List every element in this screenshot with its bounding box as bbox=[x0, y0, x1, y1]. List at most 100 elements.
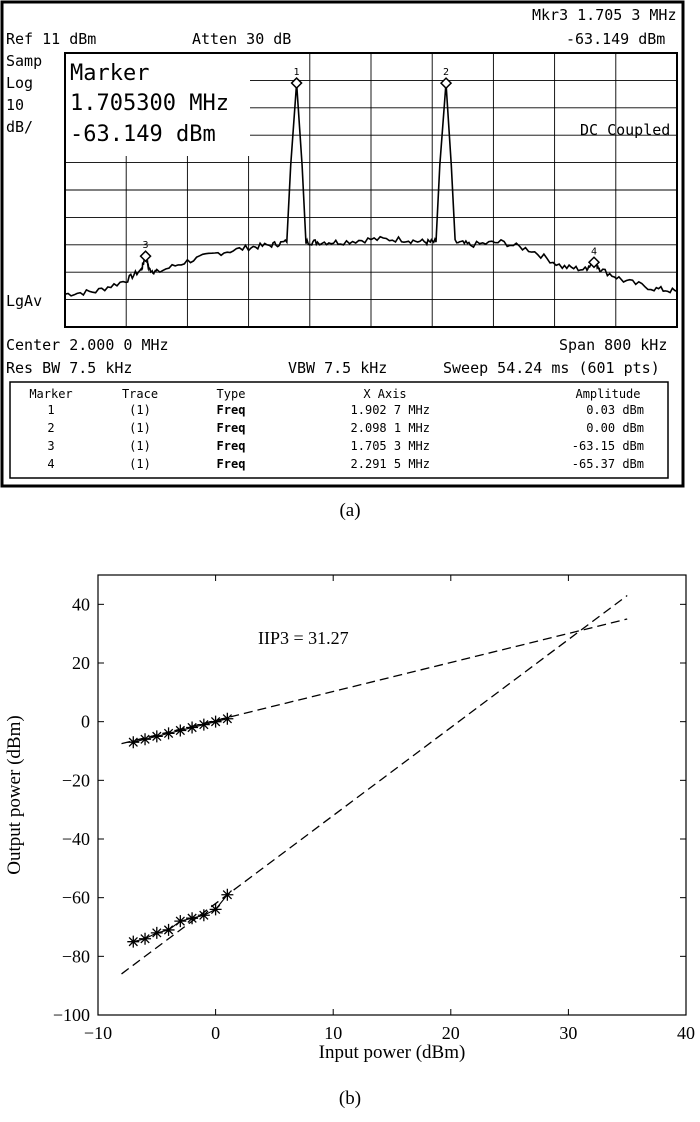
data-point-star bbox=[139, 932, 152, 945]
marker-box-title: Marker bbox=[70, 61, 149, 86]
data-point-star bbox=[127, 736, 140, 749]
iip3-annotation: IIP3 = 31.27 bbox=[258, 628, 349, 648]
x-tick-label: 0 bbox=[211, 1023, 220, 1043]
span: Span 800 kHz bbox=[559, 336, 667, 354]
marker-diamond-1 bbox=[290, 76, 303, 90]
y-tick-label: −40 bbox=[62, 829, 90, 849]
graticule-border bbox=[64, 52, 678, 328]
center-frequency: Center 2.000 0 MHz bbox=[6, 336, 169, 354]
table-cell: 2 bbox=[47, 421, 54, 435]
data-point-star bbox=[127, 935, 140, 948]
table-cell: (1) bbox=[129, 403, 151, 417]
table-header: Marker bbox=[29, 387, 72, 401]
y-tick-label: 20 bbox=[72, 653, 90, 673]
y-tick-label: −60 bbox=[62, 888, 90, 908]
marker-info-box bbox=[66, 54, 250, 156]
table-cell: 0.00 dBm bbox=[586, 421, 644, 435]
table-cell: Freq bbox=[217, 403, 246, 417]
marker-diamond-4 bbox=[587, 256, 601, 269]
iip3-series bbox=[121, 595, 628, 975]
marker-number-2: 2 bbox=[443, 67, 449, 78]
data-point-star bbox=[186, 721, 199, 734]
table-cell: (1) bbox=[129, 421, 151, 435]
table-header: Trace bbox=[122, 387, 158, 401]
x-tick-label: 30 bbox=[559, 1023, 577, 1043]
table-cell: (1) bbox=[129, 439, 151, 453]
table-header: Amplitude bbox=[575, 387, 640, 401]
table-cell: (1) bbox=[129, 457, 151, 471]
scale-type-label: Log bbox=[6, 74, 33, 92]
marker-readout-freq: Mkr3 1.705 3 MHz bbox=[532, 6, 677, 24]
y-axis-label: Output power (dBm) bbox=[4, 715, 25, 874]
marker-diamond-2 bbox=[439, 77, 453, 90]
marker-diamond-3 bbox=[139, 250, 152, 263]
spectrum-analyzer-display: Mkr3 1.705 3 MHz -63.149 dBm Ref 11 dBm … bbox=[0, 0, 685, 488]
table-cell: 0.03 dBm bbox=[586, 403, 644, 417]
data-point-star bbox=[197, 909, 210, 922]
data-point-star bbox=[162, 923, 175, 936]
marker-number-4: 4 bbox=[591, 246, 597, 257]
x-axis-label: Input power (dBm) bbox=[319, 1042, 466, 1063]
x-tick-label: 10 bbox=[324, 1023, 342, 1043]
y-tick-label: −80 bbox=[62, 946, 90, 966]
marker-table-body: Marker Trace Type X Axis Amplitude 1 (1) Freq 1.… bbox=[29, 387, 644, 471]
marker-box-amplitude: -63.149 dBm bbox=[70, 122, 216, 147]
table-cell: -63.15 dBm bbox=[572, 439, 644, 453]
table-cell: 1.902 7 MHz bbox=[351, 403, 430, 417]
marker-number-3: 3 bbox=[143, 240, 149, 251]
scale-unit-label: dB/ bbox=[6, 118, 33, 136]
data-point-star bbox=[221, 712, 234, 725]
fit-line bbox=[121, 618, 628, 745]
data-point-star bbox=[162, 727, 175, 740]
marker-table bbox=[9, 381, 669, 479]
table-cell: Freq bbox=[217, 421, 246, 435]
table-cell: 2.098 1 MHz bbox=[351, 421, 430, 435]
reference-level: Ref 11 dBm bbox=[6, 30, 96, 48]
data-point-star bbox=[174, 724, 187, 737]
detector-label: Samp bbox=[6, 52, 42, 70]
x-tick-label: −10 bbox=[84, 1023, 112, 1043]
marker-box-frequency: 1.705300 MHz bbox=[70, 91, 229, 116]
data-point-star bbox=[139, 733, 152, 746]
sweep-time: Sweep 54.24 ms (601 pts) bbox=[443, 359, 660, 377]
data-point-star bbox=[150, 730, 163, 743]
coupling-label: DC Coupled bbox=[580, 121, 670, 139]
caption-a: (a) bbox=[339, 500, 361, 521]
spectrum-trace bbox=[64, 83, 678, 297]
data-point-star bbox=[209, 903, 222, 916]
y-tick-label: −100 bbox=[53, 1005, 90, 1025]
y-tick-label: −20 bbox=[62, 770, 90, 790]
table-header: X Axis bbox=[363, 387, 406, 401]
table-cell: 1 bbox=[47, 403, 54, 417]
marker-number-1: 1 bbox=[294, 67, 300, 78]
table-cell: Freq bbox=[217, 439, 246, 453]
table-cell: 2.291 5 MHz bbox=[351, 457, 430, 471]
iip3-plot-area bbox=[97, 574, 687, 1016]
marker-symbols: 1 2 3 4 bbox=[139, 67, 601, 269]
data-point-star bbox=[209, 715, 222, 728]
data-point-star bbox=[186, 912, 199, 925]
video-bandwidth: VBW 7.5 kHz bbox=[288, 359, 387, 377]
table-header: Type bbox=[217, 387, 246, 401]
attenuation: Atten 30 dB bbox=[192, 30, 291, 48]
scale-value-label: 10 bbox=[6, 96, 24, 114]
data-point-star bbox=[197, 718, 210, 731]
table-cell: 1.705 3 MHz bbox=[351, 439, 430, 453]
data-point-star bbox=[174, 915, 187, 928]
x-tick-label: 20 bbox=[442, 1023, 460, 1043]
data-point-star bbox=[150, 926, 163, 939]
average-label: LgAv bbox=[6, 292, 42, 310]
x-tick-label: 40 bbox=[677, 1023, 695, 1043]
y-tick-label: 40 bbox=[72, 594, 90, 614]
fit-line bbox=[121, 595, 628, 975]
marker-readout-amplitude: -63.149 dBm bbox=[566, 30, 665, 48]
table-cell: -65.37 dBm bbox=[572, 457, 644, 471]
table-cell: Freq bbox=[217, 457, 246, 471]
table-cell: 3 bbox=[47, 439, 54, 453]
y-tick-label: 0 bbox=[81, 712, 90, 732]
resolution-bandwidth: Res BW 7.5 kHz bbox=[6, 359, 132, 377]
table-cell: 4 bbox=[47, 457, 54, 471]
caption-b: (b) bbox=[338, 1088, 362, 1109]
